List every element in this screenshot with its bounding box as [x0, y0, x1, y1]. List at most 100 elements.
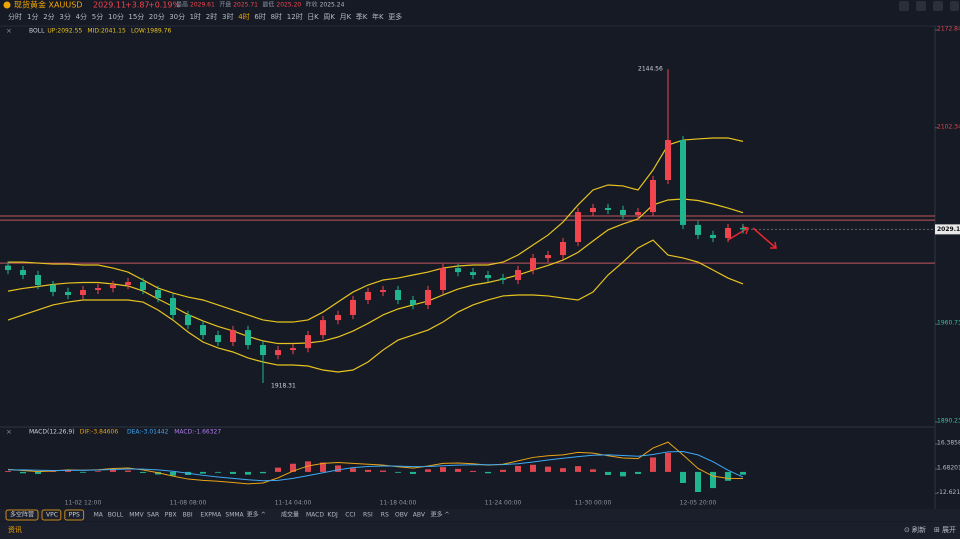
indicator-tab[interactable]: KDJ — [327, 512, 338, 519]
timeframe-tab[interactable]: 12时 — [287, 12, 303, 21]
expand-icon: ⊞ — [934, 526, 940, 534]
timeframe-tab[interactable]: 年K — [372, 12, 384, 21]
indicator-tab[interactable]: SAR — [147, 512, 159, 519]
stat-label: 最低 — [262, 1, 274, 9]
timeframe-tab[interactable]: 更多 — [388, 12, 402, 21]
candle-body — [380, 289, 386, 292]
candle-body — [5, 265, 11, 271]
group-button[interactable] — [41, 509, 62, 521]
candle-body — [605, 208, 611, 210]
macd-bar — [35, 471, 41, 474]
x-tick-label: 11-30 00:00 — [575, 500, 612, 507]
tool-button[interactable] — [899, 1, 909, 11]
candle-body — [200, 325, 206, 336]
timeframe-tab[interactable]: 3时 — [222, 12, 233, 21]
change: +3.87 — [125, 1, 150, 10]
indicator-tab[interactable]: EXPMA — [200, 512, 222, 519]
timeframe-tab[interactable]: 日K — [307, 13, 319, 21]
indicator-tab[interactable]: SMMA — [225, 512, 244, 519]
expand-button[interactable]: 展开 — [942, 526, 956, 534]
candle-body — [215, 335, 221, 343]
candle-body — [515, 270, 521, 281]
price-tag — [935, 224, 960, 235]
timeframe-tab[interactable]: 1分 — [27, 12, 38, 21]
refresh-button[interactable]: 刷新 — [912, 525, 926, 534]
timeframe-tab[interactable]: 8时 — [271, 12, 282, 21]
indicator-tab[interactable]: 更多 ^ — [247, 511, 266, 519]
tool-button[interactable] — [933, 1, 943, 11]
candle-body — [470, 272, 476, 276]
tool-button[interactable] — [950, 1, 959, 11]
indicator-tab[interactable]: MACD — [306, 512, 324, 519]
candle-body — [680, 140, 686, 225]
candle-body — [290, 348, 296, 351]
candle-body — [125, 282, 131, 285]
timeframe-tab[interactable]: 4分 — [76, 12, 87, 21]
indicator-tab[interactable]: BBI — [183, 512, 193, 519]
candle-body — [305, 335, 311, 349]
timeframe-tab[interactable]: 4时 — [238, 12, 249, 21]
indicator-tab[interactable]: MMV — [129, 512, 144, 519]
macd-bar — [650, 457, 656, 472]
candle-body — [365, 291, 371, 300]
y-tick-label: 1.68201 — [937, 465, 960, 472]
indicator-tab[interactable]: CCI — [345, 512, 355, 519]
candle-body — [695, 224, 701, 235]
indicator-tab[interactable]: 更多 ^ — [431, 511, 450, 519]
macd-line — [7, 441, 744, 485]
stat-value: 2029.61 — [190, 2, 215, 9]
timeframe-tab[interactable]: 15分 — [128, 12, 144, 21]
candle-body — [560, 241, 566, 256]
timeframe-tab[interactable]: 月K — [340, 13, 352, 21]
bollinger-band — [7, 239, 744, 373]
candle-body — [275, 350, 281, 356]
indicator-tab[interactable]: MA — [94, 512, 104, 519]
indicator-tab[interactable]: RSI — [363, 512, 373, 519]
indicator-tab[interactable]: RS — [381, 512, 389, 519]
timeframe-tab[interactable]: 2分 — [43, 12, 54, 21]
timeframe-tab[interactable]: 10分 — [108, 12, 124, 21]
indicator-value: DIF:-3.84606 — [80, 429, 119, 436]
indicator-tab[interactable]: PBX — [165, 512, 177, 519]
group-button[interactable] — [5, 509, 39, 521]
symbol[interactable]: 现货黄金 XAUUSD — [14, 0, 82, 10]
timeframe-tab[interactable]: 20分 — [149, 12, 165, 21]
indicator-tab[interactable]: ABV — [413, 512, 426, 519]
y-tick-label: -12.62180 — [937, 489, 960, 496]
macd-bar — [65, 470, 71, 472]
macd-bar — [380, 470, 386, 472]
timeframe-tab[interactable]: 30分 — [169, 12, 185, 21]
x-tick-label: 11-18 04:00 — [380, 500, 417, 507]
timeframe-tab[interactable]: 3分 — [59, 12, 70, 21]
bollinger-band — [8, 137, 744, 323]
news-tab[interactable]: 资讯 — [8, 525, 22, 534]
macd-bar — [470, 470, 476, 472]
timeframe-tab[interactable]: 周K — [323, 13, 335, 21]
candle-body — [395, 289, 401, 300]
indicator-tab[interactable]: 成交量 — [281, 511, 299, 519]
group-button[interactable] — [64, 509, 85, 521]
indicator-tab[interactable]: BOLL — [108, 512, 124, 519]
macd-bar — [440, 467, 446, 472]
macd-bar — [320, 462, 326, 472]
stat-label: 昨收 — [306, 1, 318, 9]
x-tick-label: 11-24 00:00 — [485, 500, 522, 507]
group-label: PPS — [69, 512, 80, 519]
timeframe-tab[interactable]: 1时 — [190, 12, 201, 21]
timeframe-tab[interactable]: 2时 — [206, 12, 217, 21]
macd-bar — [5, 471, 11, 472]
indicator-value: DEA:-3.01442 — [127, 429, 169, 436]
tool-button[interactable] — [916, 1, 926, 11]
timeframe-tab[interactable]: 5分 — [92, 12, 103, 21]
macd-bar — [410, 471, 416, 474]
timeframe-tab[interactable]: 分时 — [8, 12, 22, 21]
macd-bar — [335, 465, 341, 472]
indicator-tab[interactable]: OBV — [395, 512, 409, 519]
timeframe-tab[interactable]: 6时 — [254, 12, 265, 21]
macd-bar — [635, 471, 641, 474]
low-annotation: 1918.31 — [271, 383, 296, 390]
candle-body — [425, 289, 431, 305]
candle-body — [635, 212, 641, 215]
macd-bar — [485, 471, 491, 474]
timeframe-tab[interactable]: 季K — [356, 12, 368, 21]
